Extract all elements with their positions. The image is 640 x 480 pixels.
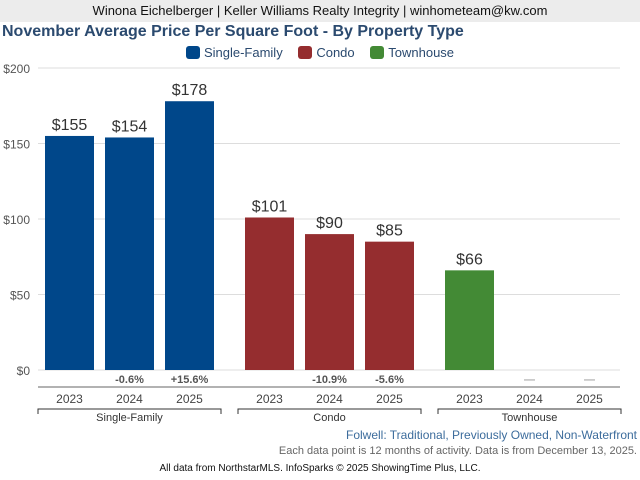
- bar: [245, 217, 294, 370]
- x-tick-label: 2025: [176, 392, 203, 406]
- bar: [105, 137, 154, 370]
- data-note: Each data point is 12 months of activity…: [278, 445, 637, 457]
- legend-item-townhouse[interactable]: Townhouse: [370, 45, 454, 60]
- legend-label: Townhouse: [388, 45, 455, 60]
- chart-title: November Average Price Per Square Foot -…: [2, 23, 464, 40]
- footer-credit: All data from NorthstarMLS. InfoSparks ©…: [159, 463, 481, 474]
- legend-swatch: [185, 46, 200, 59]
- x-tick-label: 2024: [516, 392, 543, 406]
- change-label: -10.9%: [312, 374, 347, 386]
- y-tick-label: $200: [3, 62, 30, 76]
- change-label: -5.6%: [375, 374, 404, 386]
- group-label: Condo: [313, 412, 345, 424]
- data-label: $154: [112, 118, 148, 135]
- data-label: $178: [172, 82, 208, 99]
- legend: Single-Family Condo Townhouse: [0, 45, 640, 60]
- agent-header: Winona Eichelberger | Keller Williams Re…: [0, 0, 640, 22]
- legend-label: Condo: [316, 45, 355, 60]
- x-tick-label: 2023: [56, 392, 83, 406]
- group-bracket: [437, 408, 622, 414]
- data-label: $90: [316, 215, 343, 232]
- x-tick-label: 2025: [576, 392, 603, 406]
- bar: [165, 101, 214, 370]
- change-label: -0.6%: [115, 374, 144, 386]
- change-label: —: [524, 374, 535, 386]
- x-tick-label: 2023: [256, 392, 283, 406]
- chart-subtitle: Folwell: Traditional, Previously Owned, …: [346, 428, 637, 442]
- group-label: Townhouse: [502, 412, 558, 424]
- data-label: $155: [52, 117, 88, 134]
- data-label: $101: [252, 198, 288, 215]
- change-label: +15.6%: [171, 374, 209, 386]
- x-tick-label: 2024: [316, 392, 343, 406]
- bar: [45, 135, 94, 370]
- y-tick-label: $150: [3, 138, 30, 152]
- x-tick-label: 2024: [116, 392, 143, 406]
- x-tick-label: 2025: [376, 392, 403, 406]
- y-tick-label: $0: [17, 364, 31, 378]
- bar: [365, 241, 414, 370]
- group-bracket: [237, 408, 422, 414]
- data-label: $66: [456, 251, 483, 268]
- legend-label: Single-Family: [203, 45, 283, 60]
- legend-item-condo[interactable]: Condo: [298, 45, 355, 60]
- group-label: Single-Family: [96, 412, 163, 424]
- data-label: $85: [376, 223, 403, 240]
- x-tick-label: 2023: [456, 392, 483, 406]
- y-tick-label: $50: [10, 289, 30, 303]
- change-label: —: [584, 374, 595, 386]
- y-tick-label: $100: [3, 213, 30, 227]
- legend-item-single-family[interactable]: Single-Family: [185, 45, 283, 60]
- bar: [305, 234, 354, 370]
- legend-swatch: [298, 46, 313, 59]
- bar: [445, 270, 494, 370]
- group-bracket: [37, 408, 222, 414]
- legend-swatch: [370, 46, 385, 59]
